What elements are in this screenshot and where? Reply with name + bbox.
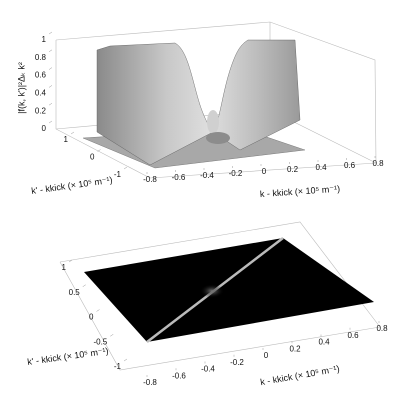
axis-label: k - kkick (× 10⁵ m⁻¹) [260, 184, 341, 200]
axis-label: k' - kkick (× 10⁵ m⁻¹) [27, 346, 110, 367]
tick-label: 0.5 [69, 288, 81, 297]
tick-mark [68, 259, 73, 263]
tick-label: 0.8 [376, 324, 388, 333]
tick-label: 1 [62, 263, 67, 272]
tick-label: -0.2 [229, 169, 243, 178]
tick-label: 0 [89, 313, 94, 322]
tick-label: -0.6 [172, 371, 186, 380]
tick-label: -1 [114, 170, 122, 179]
axis-label: k - kkick (× 10⁵ m⁻¹) [260, 363, 341, 387]
tick-mark [48, 102, 53, 106]
tick-label: 0.4 [315, 163, 327, 172]
tick-mark [70, 131, 75, 135]
tick-label: 0.2 [35, 106, 47, 115]
tick-label: 0.6 [344, 161, 356, 170]
tick-mark [110, 334, 114, 337]
tick-label: -0.4 [201, 365, 215, 374]
tick-label: 0 [264, 351, 269, 360]
surface-bottom [84, 237, 374, 343]
tick-label: 0.4 [35, 89, 47, 98]
tick-mark [48, 49, 53, 53]
tick-mark [48, 120, 53, 124]
tick-label: -0.4 [200, 171, 214, 180]
axis-label: k' - kkick (× 10⁵ m⁻¹) [31, 175, 114, 196]
tick-label: 1 [64, 135, 69, 144]
tick-mark [123, 358, 128, 362]
axis-label: |f(k, k')|²Δₖ k² [16, 62, 26, 114]
tick-label: 0.2 [287, 165, 299, 174]
tick-label: 1 [42, 35, 47, 44]
tick-mark [48, 85, 53, 88]
tick-label: -1 [114, 362, 122, 371]
surface-top [82, 39, 306, 169]
tick-label: 0 [262, 167, 267, 176]
tick-label: 0 [90, 153, 95, 162]
tick-mark [82, 284, 86, 287]
tick-label: -0.8 [143, 175, 157, 184]
tick-label: 0.8 [35, 53, 47, 62]
tick-label: 0.6 [347, 331, 359, 340]
tick-label: 0.6 [35, 71, 47, 80]
tick-label: -0.6 [172, 173, 186, 182]
tick-label: -0.2 [230, 358, 244, 367]
tick-label: 0.2 [289, 344, 301, 353]
tick-mark [96, 309, 100, 312]
tick-mark [48, 31, 53, 35]
tick-mark [48, 67, 53, 70]
tick-label: -0.8 [143, 378, 157, 387]
tick-label: -0.5 [93, 337, 107, 346]
tick-mark [97, 149, 101, 152]
tick-mark [123, 166, 128, 170]
tick-label: 0.4 [318, 338, 330, 347]
tick-label: 0.8 [372, 159, 384, 168]
tick-label: 0 [42, 124, 47, 133]
